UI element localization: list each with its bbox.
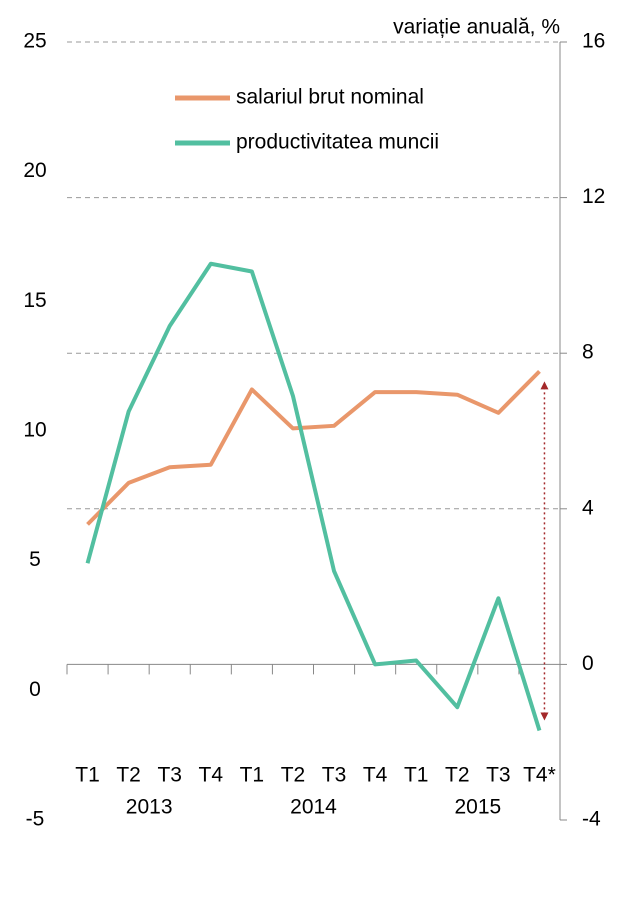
y2-tick-label: -4 — [582, 808, 601, 831]
x-tick-label: T4 — [363, 764, 388, 787]
x-tick-label: T4 — [199, 764, 224, 787]
y-tick-label: -5 — [26, 808, 45, 831]
x-tick-label: T3 — [322, 764, 347, 787]
x-group-label: 2014 — [290, 796, 337, 819]
x-tick-label: T2 — [116, 764, 141, 787]
x-group-label: 2015 — [454, 796, 501, 819]
arrow-head — [540, 381, 549, 390]
x-tick-label: T1 — [240, 764, 265, 787]
y2-tick-label: 12 — [582, 185, 605, 208]
legend-label: productivitatea muncii — [236, 131, 439, 154]
y2-axis-label: variație anuală, % — [393, 16, 560, 39]
y-tick-label: 25 — [23, 30, 46, 53]
x-tick-label: T1 — [404, 764, 429, 787]
x-group-label: 2013 — [126, 796, 173, 819]
arrow-head — [540, 712, 549, 721]
x-tick-label: T1 — [75, 764, 100, 787]
x-tick-label: T2 — [281, 764, 306, 787]
x-tick-label: T3 — [157, 764, 182, 787]
x-tick-label: T4* — [523, 764, 556, 787]
y2-tick-label: 16 — [582, 30, 605, 53]
y-tick-label: 5 — [29, 548, 41, 571]
y2-tick-label: 4 — [582, 496, 594, 519]
y2-tick-label: 8 — [582, 341, 594, 364]
legend-label: salariul brut nominal — [236, 86, 424, 109]
x-tick-label: T3 — [486, 764, 511, 787]
y2-tick-label: 0 — [582, 652, 594, 675]
series-line — [86, 369, 541, 526]
y-tick-label: 15 — [23, 289, 46, 312]
y-tick-label: 20 — [23, 159, 46, 182]
series-line — [85, 261, 542, 732]
y-tick-label: 0 — [29, 678, 41, 701]
y-tick-label: 10 — [23, 419, 46, 442]
x-tick-label: T2 — [445, 764, 470, 787]
